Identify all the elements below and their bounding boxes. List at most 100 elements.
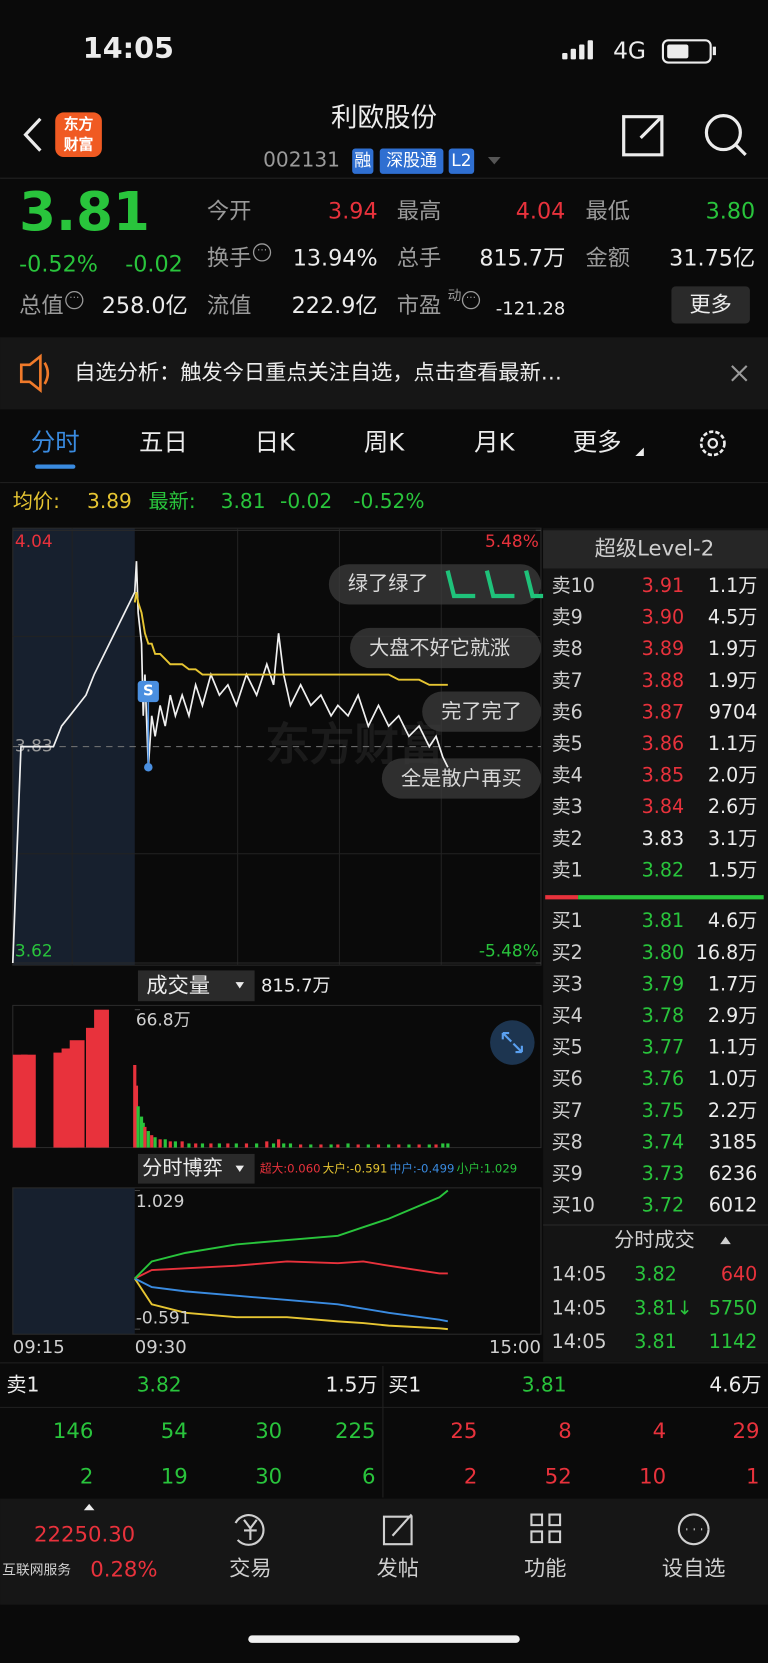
settings-icon-core: [707, 438, 719, 449]
order-count: 6: [362, 1464, 376, 1489]
stat-label: 流值: [207, 293, 252, 319]
dropdown[interactable]: [137, 1153, 255, 1184]
order-label: 买3: [552, 972, 583, 995]
x-tick-label: 09:30: [135, 1337, 187, 1358]
close-icon[interactable]: [731, 365, 748, 382]
order-price: 3.83: [642, 827, 684, 850]
order-label: 卖6: [552, 700, 583, 723]
tab[interactable]: 分时: [31, 427, 80, 456]
y-tick-label: 3.62: [15, 940, 53, 960]
order-price: 3.73: [642, 1162, 684, 1185]
order-price: 3.81: [642, 909, 684, 932]
order-volume: 16.8万: [696, 941, 758, 964]
nav-item[interactable]: 功能: [524, 1557, 566, 1582]
volume-bar: [282, 1143, 286, 1148]
quote-volume: 4.6万: [709, 1373, 761, 1397]
order-volume: 2.6万: [708, 795, 757, 818]
search-handle: [734, 144, 747, 156]
tag: [352, 148, 374, 174]
y-tick-label: 3.83: [15, 736, 53, 756]
volume-bar: [180, 1141, 184, 1148]
y-tick-label: 66.8万: [136, 1009, 191, 1029]
order-price: 3.76: [642, 1067, 684, 1090]
index-value: 22250.30: [34, 1523, 135, 1548]
speaker-icon: [19, 353, 50, 394]
order-label: 买1: [552, 909, 583, 932]
legend-entry: 超大:0.060: [260, 1161, 321, 1175]
volume-bar: [271, 1143, 276, 1148]
average-line: [133, 591, 448, 686]
volume-bar: [329, 1144, 333, 1148]
back-button[interactable]: [23, 117, 42, 152]
info-dots: ···: [466, 292, 476, 304]
order-label: 买10: [552, 1194, 595, 1217]
auction-area: [12, 1187, 135, 1335]
volume-bar: [150, 1135, 154, 1148]
danmaku-icon: [445, 570, 476, 599]
volume-bar: [136, 1106, 140, 1148]
nav-item[interactable]: 设自选: [662, 1557, 726, 1582]
logo-text: 财富: [64, 135, 94, 153]
volume-bar: [139, 1116, 144, 1148]
quote-price: 3.81: [522, 1373, 567, 1397]
home-indicator: [248, 1635, 520, 1643]
stat-label: 今开: [207, 199, 252, 225]
tab[interactable]: 日K: [255, 427, 296, 456]
order-price: 3.89: [642, 637, 684, 660]
order-volume: 1.5万: [708, 858, 757, 881]
battery-tip: [712, 46, 716, 56]
volume-bar: [226, 1143, 230, 1148]
chart-frame: [12, 1187, 542, 1335]
order-price: 3.91: [642, 574, 684, 597]
nav-icon: [382, 1513, 413, 1546]
volume-bar: [427, 1144, 431, 1148]
y-tick-label: 4.04: [15, 531, 53, 551]
volume-total: 815.7万: [261, 975, 331, 996]
order-count: 19: [161, 1464, 188, 1489]
tab[interactable]: 周K: [364, 427, 405, 456]
tab[interactable]: 月K: [474, 427, 515, 456]
expand-button[interactable]: [490, 1020, 535, 1065]
info-dots: ···: [257, 244, 267, 256]
order-price: 3.75: [642, 1099, 684, 1122]
signal-bar: [562, 53, 568, 60]
tab[interactable]: 五日: [139, 427, 188, 456]
stat-value: 13.94%: [293, 245, 378, 271]
index-name: 互联网服务: [2, 1563, 71, 1579]
volume-bar: [94, 1009, 109, 1148]
order-volume: 1.0万: [708, 1067, 757, 1090]
search-icon[interactable]: [704, 114, 742, 152]
share-icon[interactable]: [622, 115, 664, 157]
dropdown[interactable]: [137, 970, 255, 1002]
order-label: 买7: [552, 1099, 583, 1122]
volume-bar: [366, 1144, 370, 1148]
order-label: 卖4: [552, 764, 583, 787]
tab[interactable]: 更多: [573, 427, 622, 456]
nav-item[interactable]: 交易: [229, 1557, 271, 1582]
more-button[interactable]: [671, 286, 750, 324]
nav-item[interactable]: 发帖: [377, 1557, 419, 1582]
volume-bar: [319, 1144, 323, 1148]
tab-underline: [35, 464, 76, 469]
volume-bar: [187, 1143, 191, 1148]
order-volume: 9704: [709, 700, 758, 723]
order-label: 买5: [552, 1036, 583, 1059]
order-volume: 4.5万: [708, 606, 757, 629]
order-price: 3.86: [642, 732, 684, 755]
order-price: 3.79: [642, 972, 684, 995]
expand-icon: [501, 1031, 523, 1054]
settings-icon[interactable]: [699, 430, 726, 457]
signal-bar: [570, 48, 576, 60]
danmaku-text: 绿了绿了: [348, 571, 429, 595]
nav-icon: [677, 1513, 710, 1546]
volume-bar: [397, 1144, 401, 1148]
volume-bar: [141, 1122, 145, 1148]
volume-bar: [194, 1143, 198, 1148]
tag-text: 深股通: [386, 150, 437, 170]
battery-level: [667, 44, 689, 59]
order-label: 卖7: [552, 669, 583, 692]
volume-bar: [69, 1040, 85, 1148]
order-volume: 3185: [709, 1130, 758, 1153]
volume-bar: [387, 1144, 391, 1148]
stat-value: 3.80: [706, 199, 756, 225]
